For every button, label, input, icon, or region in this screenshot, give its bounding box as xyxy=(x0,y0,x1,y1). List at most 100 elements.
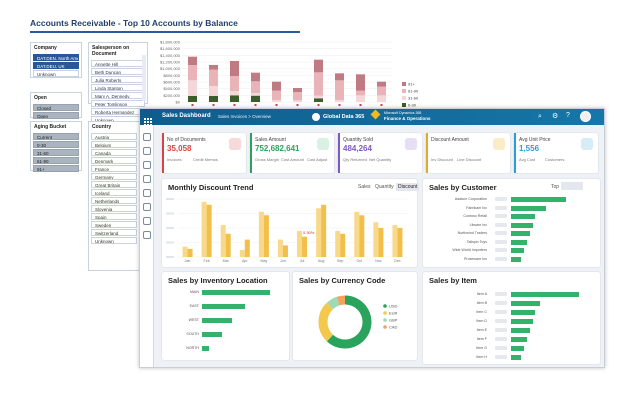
tab-sales[interactable]: Sales xyxy=(358,184,371,190)
bar-row-bar[interactable] xyxy=(511,355,522,360)
country-slicer-item[interactable]: Iceland xyxy=(91,189,137,196)
settings-icon[interactable]: ⚙ xyxy=(552,113,559,120)
bar-row-pill[interactable] xyxy=(495,231,507,235)
company-slicer-item[interactable]: DAT,DEU, UK xyxy=(33,62,79,69)
aging-slicer-item[interactable]: 0-30 xyxy=(33,141,79,148)
tab-discount[interactable]: Discount xyxy=(396,183,420,191)
discount-bar[interactable] xyxy=(282,245,288,257)
help-icon[interactable]: ? xyxy=(566,112,570,119)
country-slicer-item[interactable]: Denmark xyxy=(91,157,137,164)
discount-bar[interactable] xyxy=(297,230,303,257)
bar-row-bar[interactable] xyxy=(511,292,580,297)
tab-quantity[interactable]: Quantity xyxy=(375,184,394,190)
home-icon[interactable] xyxy=(143,133,151,141)
country-slicer-item[interactable]: Great Britain xyxy=(91,181,137,188)
avatar[interactable] xyxy=(580,111,591,122)
discount-bar[interactable] xyxy=(277,239,283,257)
bar-row-bar[interactable] xyxy=(511,197,567,202)
bar-row-pill[interactable] xyxy=(495,256,507,261)
discount-bar[interactable] xyxy=(244,239,250,257)
discount-bar[interactable] xyxy=(263,215,269,257)
country-slicer-item[interactable]: Belgium xyxy=(91,141,137,148)
country-slicer-item[interactable]: Unknown xyxy=(91,237,137,244)
bar-row-bar[interactable] xyxy=(511,256,522,262)
discount-bar[interactable] xyxy=(316,208,322,257)
country-slicer-item[interactable]: Slovenia xyxy=(91,205,137,212)
bar-row-pill[interactable] xyxy=(495,346,507,350)
bar-row-pill[interactable] xyxy=(495,328,507,332)
bar-row-bar[interactable] xyxy=(511,310,535,315)
reports-icon[interactable] xyxy=(143,217,151,225)
salesperson-slicer-item[interactable]: Beth Duncan xyxy=(91,68,145,75)
inventory-icon[interactable] xyxy=(143,189,151,197)
bar-row-pill[interactable] xyxy=(495,248,507,252)
donut-slice[interactable] xyxy=(336,295,346,306)
app-launcher-icon[interactable] xyxy=(144,113,152,126)
bar-row-pill[interactable] xyxy=(495,205,507,210)
search-icon[interactable]: ⌕ xyxy=(538,113,542,120)
bar-row-pill[interactable] xyxy=(495,319,507,323)
bar-row-bar[interactable] xyxy=(511,248,525,253)
items-icon[interactable] xyxy=(143,175,151,183)
donut-slice[interactable] xyxy=(326,295,372,349)
discount-bar[interactable] xyxy=(239,250,245,257)
salesperson-slicer-item[interactable]: Roberta Hernandez xyxy=(91,108,145,115)
bar-row-pill[interactable] xyxy=(495,337,507,341)
country-slicer-item[interactable]: France xyxy=(91,165,137,172)
bar-row-bar[interactable] xyxy=(511,214,536,219)
discount-bar[interactable] xyxy=(225,233,231,257)
open-slicer-item[interactable]: Open xyxy=(33,112,79,119)
aging-slicer-item[interactable]: 31-60 xyxy=(33,149,79,156)
country-slicer-item[interactable]: Germany xyxy=(91,173,137,180)
bar-row-bar[interactable] xyxy=(511,319,533,324)
salesperson-slicer-item[interactable]: Annette Hill xyxy=(91,60,145,67)
bar-row-bar[interactable] xyxy=(511,231,531,236)
customers-icon[interactable] xyxy=(143,161,151,169)
bar-row-pill[interactable] xyxy=(495,310,507,314)
bar-row-pill[interactable] xyxy=(495,301,507,305)
discount-bar[interactable] xyxy=(397,228,403,257)
salesperson-slicer-item[interactable]: Linda Stanton xyxy=(91,84,145,91)
aging-slicer-item[interactable]: 91+ xyxy=(33,165,79,172)
country-slicer-item[interactable]: Sweden xyxy=(91,221,137,228)
open-slicer-item[interactable]: Closed xyxy=(33,104,79,111)
donut-slice[interactable] xyxy=(326,296,340,310)
country-slicer-item[interactable]: Spain xyxy=(91,213,137,220)
bar-row-bar[interactable] xyxy=(511,337,527,342)
discount-bar[interactable] xyxy=(378,228,384,257)
discount-bar[interactable] xyxy=(302,236,308,257)
country-slicer-item[interactable]: Netherlands xyxy=(91,197,137,204)
aging-slicer-item[interactable]: 61-90 xyxy=(33,157,79,164)
bar-row-bar[interactable] xyxy=(202,304,246,309)
country-slicer-item[interactable]: Canada xyxy=(91,149,137,156)
discount-bar[interactable] xyxy=(340,233,346,257)
bar-row-bar[interactable] xyxy=(511,346,524,351)
discount-bar[interactable] xyxy=(321,204,327,257)
discount-bar[interactable] xyxy=(182,246,188,257)
discount-bar[interactable] xyxy=(354,211,360,257)
top-n-dropdown[interactable] xyxy=(561,182,583,190)
salesperson-slicer-item[interactable]: Julia Roberts xyxy=(91,76,145,83)
bar-row-bar[interactable] xyxy=(202,318,233,323)
salesperson-slicer-item[interactable]: Mary A. Dennedy xyxy=(91,92,145,99)
bar-row-pill[interactable] xyxy=(495,222,507,227)
salesperson-slicer-item[interactable]: Peter Tomlinson xyxy=(91,100,145,107)
breadcrumb[interactable]: Sales Invoices > Overview xyxy=(218,114,271,119)
salesperson-scrollbar[interactable] xyxy=(142,55,146,101)
donut-slice[interactable] xyxy=(318,302,334,342)
discount-bar[interactable] xyxy=(373,222,379,257)
discount-bar[interactable] xyxy=(220,225,226,257)
bar-row-pill[interactable] xyxy=(495,239,507,244)
discount-bar[interactable] xyxy=(359,215,365,257)
settings-nav-icon[interactable] xyxy=(143,231,151,239)
bar-row-bar[interactable] xyxy=(511,222,534,228)
bar-row-bar[interactable] xyxy=(511,328,530,333)
bar-row-bar[interactable] xyxy=(202,346,210,351)
finance-icon[interactable] xyxy=(143,203,151,211)
country-slicer-item[interactable]: Switzerland xyxy=(91,229,137,236)
bar-row-bar[interactable] xyxy=(511,239,528,245)
bar-row-bar[interactable] xyxy=(202,332,223,337)
discount-bar[interactable] xyxy=(206,204,212,257)
discount-bar[interactable] xyxy=(201,201,207,257)
bar-row-bar[interactable] xyxy=(202,290,271,295)
